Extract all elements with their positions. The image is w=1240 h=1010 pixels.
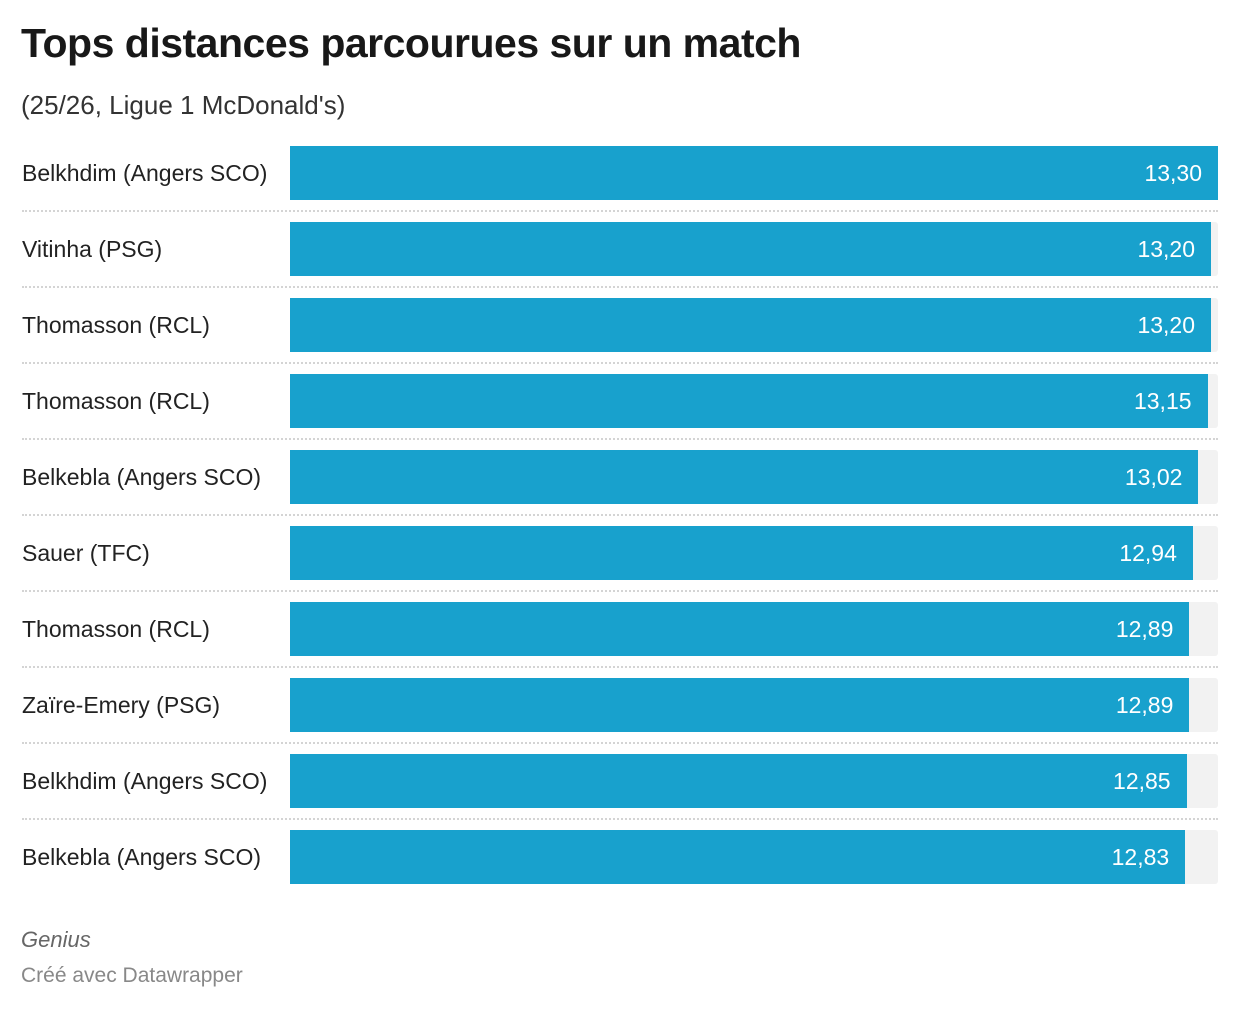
bar: 12,94 [290, 526, 1193, 580]
chart-source: Genius [21, 927, 91, 952]
bar: 13,30 [290, 146, 1218, 200]
bar-row: Thomasson (RCL) 13,15 [22, 374, 1218, 440]
row-divider [22, 590, 1218, 592]
bar: 12,89 [290, 602, 1190, 656]
row-divider [22, 210, 1218, 212]
bar-track: 12,94 [290, 526, 1218, 580]
bar-row: Thomasson (RCL) 12,89 [22, 602, 1218, 668]
value-label: 12,89 [1115, 616, 1174, 642]
bar-row: Belkebla (Angers SCO) 13,02 [22, 450, 1218, 516]
category-label: Belkebla (Angers SCO) [22, 844, 262, 870]
row-divider [22, 666, 1218, 668]
bar-row: Zaïre-Emery (PSG) 12,89 [22, 678, 1218, 744]
bar-track: 13,20 [290, 222, 1218, 276]
row-divider [22, 818, 1218, 820]
bar: 13,20 [290, 222, 1212, 276]
row-divider [22, 438, 1218, 440]
category-label: Belkebla (Angers SCO) [22, 464, 262, 490]
bar: 12,85 [290, 754, 1187, 808]
row-divider [22, 286, 1218, 288]
bar-track: 13,15 [290, 374, 1218, 428]
category-label: Vitinha (PSG) [22, 236, 163, 262]
row-divider [22, 362, 1218, 364]
bar-row: Vitinha (PSG) 13,20 [22, 222, 1218, 288]
value-label: 12,94 [1119, 540, 1177, 566]
bar: 12,83 [290, 830, 1186, 884]
bar-row: Sauer (TFC) 12,94 [22, 526, 1218, 592]
bar-row: Belkhdim (Angers SCO) 13,30 [22, 146, 1218, 212]
bar-track: 13,02 [290, 450, 1218, 504]
bar-track: 12,83 [290, 830, 1218, 884]
value-label: 12,83 [1111, 844, 1170, 870]
value-label: 12,89 [1115, 692, 1174, 718]
bar: 13,20 [290, 298, 1212, 352]
bar-row: Belkhdim (Angers SCO) 12,85 [22, 754, 1218, 820]
chart-title: Tops distances parcourues sur un match [21, 20, 801, 66]
bar-chart: Belkhdim (Angers SCO) 13,30 Vitinha (PSG… [22, 146, 1218, 906]
value-label: 13,20 [1137, 312, 1196, 338]
bar-track: 13,30 [290, 146, 1218, 200]
category-label: Thomasson (RCL) [22, 312, 210, 338]
category-label: Zaïre-Emery (PSG) [22, 692, 221, 718]
row-divider [22, 742, 1218, 744]
bar: 13,15 [290, 374, 1208, 428]
bar-row: Belkebla (Angers SCO) 12,83 [22, 830, 1218, 884]
value-label: 13,20 [1137, 236, 1196, 262]
category-label: Thomasson (RCL) [22, 616, 210, 642]
row-divider [22, 514, 1218, 516]
bar-track: 12,89 [290, 678, 1218, 732]
chart-subtitle: (25/26, Ligue 1 McDonald's) [21, 90, 346, 120]
category-label: Sauer (TFC) [22, 540, 150, 566]
bar: 12,89 [290, 678, 1190, 732]
bar-track: 12,85 [290, 754, 1218, 808]
value-label: 13,30 [1144, 160, 1202, 186]
category-label: Thomasson (RCL) [22, 388, 210, 414]
bar-row: Thomasson (RCL) 13,20 [22, 298, 1218, 364]
category-label: Belkhdim (Angers SCO) [22, 160, 268, 186]
bar-track: 13,20 [290, 298, 1218, 352]
value-label: 12,85 [1113, 768, 1171, 794]
bar-track: 12,89 [290, 602, 1218, 656]
chart-credit: Créé avec Datawrapper [21, 964, 243, 987]
bar: 13,02 [290, 450, 1199, 504]
value-label: 13,02 [1124, 464, 1183, 490]
value-label: 13,15 [1133, 388, 1192, 414]
category-label: Belkhdim (Angers SCO) [22, 768, 268, 794]
